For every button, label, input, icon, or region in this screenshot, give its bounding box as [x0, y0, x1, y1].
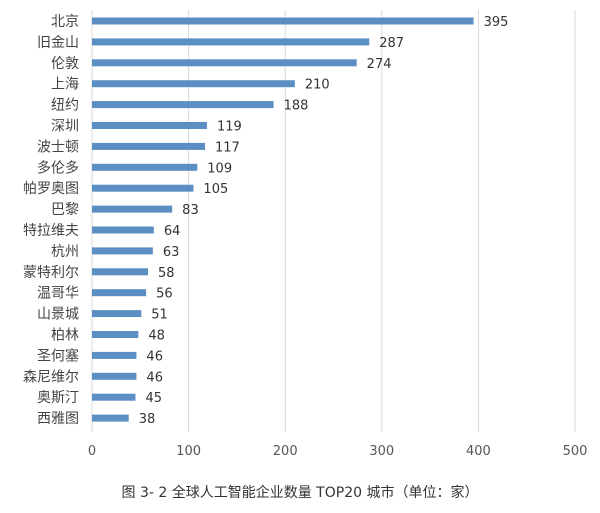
data-label: 105	[203, 182, 228, 197]
data-label: 210	[305, 78, 330, 93]
category-label: 西雅图	[37, 411, 79, 427]
data-label: 48	[148, 329, 165, 344]
data-label: 287	[379, 36, 404, 51]
x-tick-label: 400	[466, 444, 491, 459]
chart-caption: 图 3- 2 全球人工智能企业数量 TOP20 城市（单位：家）	[121, 485, 479, 501]
bar	[92, 414, 129, 422]
category-label: 旧金山	[37, 35, 79, 51]
data-label: 63	[163, 245, 180, 260]
bar	[92, 372, 137, 380]
data-label: 117	[215, 140, 240, 155]
bar	[92, 310, 142, 318]
category-label: 山景城	[37, 307, 79, 323]
data-label: 56	[156, 287, 173, 302]
bar	[92, 393, 136, 401]
category-label: 波士顿	[37, 139, 79, 155]
category-label: 杭州	[51, 244, 79, 260]
bar	[92, 331, 139, 338]
x-tick-label: 500	[563, 444, 588, 459]
data-label: 45	[145, 391, 162, 406]
bar	[92, 142, 206, 150]
bar	[92, 17, 474, 25]
bar	[92, 59, 357, 67]
bar	[92, 289, 147, 297]
data-label: 51	[151, 308, 168, 323]
bar	[92, 184, 194, 192]
bar	[92, 247, 153, 255]
bar	[92, 80, 295, 88]
category-label: 帕罗奥图	[23, 180, 79, 197]
category-label: 柏林	[51, 328, 79, 344]
category-label: 多伦多	[37, 159, 79, 176]
data-label: 395	[484, 15, 509, 30]
category-label: 巴黎	[51, 202, 79, 218]
category-label: 圣何塞	[37, 347, 79, 364]
category-label: 森尼维尔	[23, 369, 79, 385]
x-tick-label: 100	[176, 444, 201, 459]
category-label: 特拉维夫	[23, 223, 79, 239]
category-label: 上海	[51, 77, 79, 93]
category-label: 奥斯汀	[37, 389, 79, 406]
category-label: 北京	[51, 14, 79, 30]
bar	[92, 122, 207, 129]
bar	[92, 351, 137, 359]
x-tick-label: 0	[88, 444, 96, 459]
data-label: 46	[146, 349, 163, 364]
data-label: 83	[182, 203, 199, 218]
data-label: 64	[164, 224, 181, 239]
bar	[92, 226, 154, 234]
category-label: 温哥华	[37, 286, 79, 302]
category-label: 深圳	[51, 119, 79, 135]
category-label: 蒙特利尔	[23, 265, 79, 281]
bar	[92, 38, 370, 46]
bar	[92, 101, 274, 109]
data-label: 46	[146, 370, 163, 385]
data-label: 274	[367, 57, 392, 72]
bar	[92, 268, 149, 276]
x-tick-label: 300	[369, 444, 394, 459]
data-label: 109	[207, 161, 232, 176]
x-tick-label: 200	[273, 444, 298, 459]
data-label: 38	[139, 412, 156, 427]
category-label: 纽约	[51, 98, 79, 114]
data-label: 188	[284, 99, 309, 114]
bar	[92, 163, 198, 171]
data-label: 119	[217, 120, 242, 135]
data-label: 58	[158, 266, 175, 281]
bar	[92, 205, 173, 213]
category-label: 伦敦	[51, 56, 79, 72]
